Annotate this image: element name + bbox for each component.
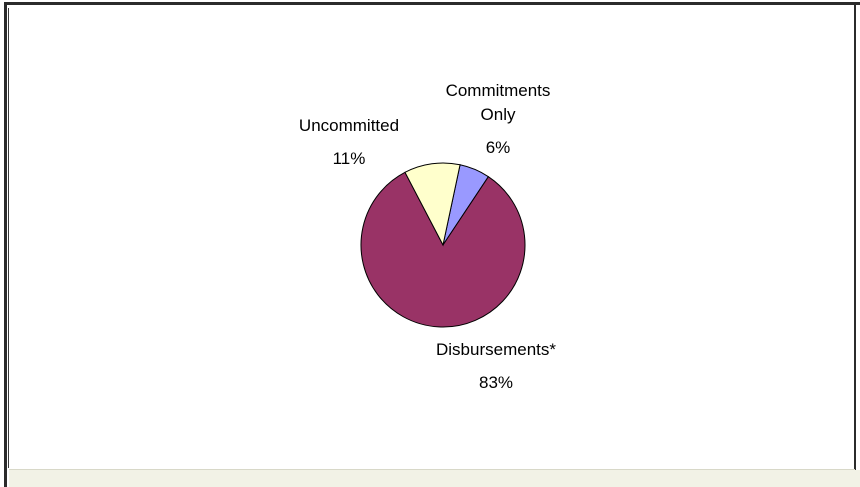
slice-label-uncommitted: Uncommitted [299,116,399,135]
frame-border-left-inner [8,8,9,468]
pie-slices [360,162,526,328]
slice-label-commitments-line2: Only [481,105,516,124]
pie-slice-uncommitted [404,162,461,247]
slice-percent-disbursements: 83% [479,373,513,392]
frame-bottom-line [9,469,855,470]
slice-label-disbursements: Disbursements* [436,340,556,359]
slice-percent-uncommitted: 11% [333,149,366,168]
pie-slice-disbursements [360,171,526,328]
frame-border-left [4,2,7,487]
frame-border-top [4,2,860,5]
slice-label-commitments-line1: Commitments [446,81,551,100]
slice-percent-commitments: 6% [486,138,511,157]
frame-border-right [854,2,856,472]
frame-bottom-strip [9,470,860,487]
